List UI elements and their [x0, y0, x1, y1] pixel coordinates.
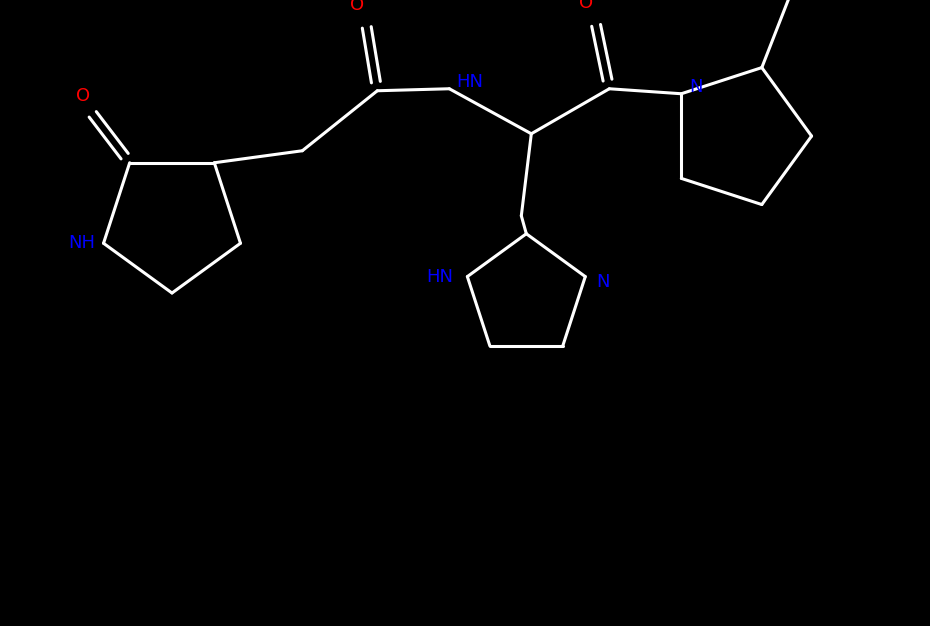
Text: HN: HN — [426, 267, 453, 285]
Text: N: N — [689, 78, 703, 96]
Text: N: N — [596, 272, 610, 290]
Text: HN: HN — [456, 73, 483, 91]
Text: O: O — [351, 0, 365, 14]
Text: O: O — [579, 0, 593, 12]
Text: O: O — [75, 87, 89, 105]
Text: NH: NH — [68, 234, 95, 252]
